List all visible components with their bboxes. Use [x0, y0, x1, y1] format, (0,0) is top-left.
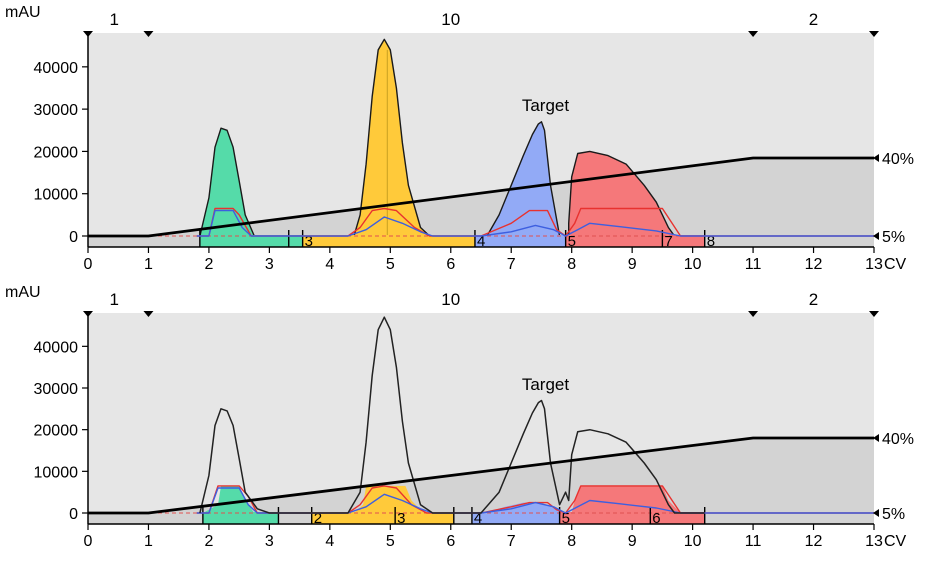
segment-label: 2 — [809, 290, 818, 309]
x-tick-label: 6 — [446, 256, 455, 273]
y-tick-label: 0 — [69, 229, 78, 246]
chart-panel-bottom: 2 3 4 5 6 5%40%1 10 20 1 2 3 4 5 6 7 8 9 10 11 12 13 CV010000… — [5, 284, 914, 550]
fraction-label: 3 — [305, 233, 313, 250]
gradient-marker — [873, 434, 879, 442]
fraction-bar-2 — [311, 512, 454, 524]
x-tick-label: 2 — [204, 256, 213, 273]
x-axis-label: CV — [884, 533, 907, 550]
segment-marker — [869, 311, 879, 317]
x-tick-label: 12 — [805, 256, 823, 273]
gradient-marker — [873, 154, 879, 162]
y-tick-label: 10000 — [34, 187, 79, 204]
fraction-bar-1 — [199, 235, 289, 247]
fraction-label: 8 — [707, 233, 715, 250]
y-tick-label: 20000 — [34, 423, 79, 440]
peak-1-area — [199, 127, 255, 237]
gradient-line — [88, 156, 874, 238]
segment-marker — [748, 31, 759, 37]
fraction-label: 2 — [314, 510, 322, 527]
x-tick-label: 6 — [446, 533, 455, 550]
segment-label: 2 — [809, 10, 818, 29]
y-axis-label: mAU — [5, 284, 41, 301]
fraction-label: 4 — [477, 233, 485, 250]
y-tick-label: 40000 — [34, 60, 79, 77]
fraction-bar-3 — [302, 235, 475, 247]
x-axis-label: CV — [884, 256, 907, 273]
gradient-line — [88, 436, 874, 515]
red-trace — [196, 207, 874, 237]
x-tick-label: 5 — [386, 533, 395, 550]
x-tick-label: 9 — [628, 533, 637, 550]
uv-trace — [199, 316, 705, 514]
peak-2-area — [353, 38, 431, 237]
y-tick-label: 10000 — [34, 464, 79, 481]
x-tick-label: 3 — [265, 533, 274, 550]
fraction-bar-4 — [559, 512, 705, 524]
x-tick-label: 10 — [684, 533, 702, 550]
gradient-area — [88, 158, 874, 247]
fraction-label: 7 — [664, 233, 672, 250]
fraction-bar-5 — [565, 235, 705, 247]
x-tick-label: 11 — [745, 256, 762, 273]
fraction-bar-1 — [202, 512, 279, 524]
segment-marker — [748, 311, 759, 317]
gradient-marker — [873, 509, 879, 517]
x-tick-label: 7 — [507, 533, 516, 550]
target-annotation: Target — [522, 375, 570, 394]
x-tick-label: 1 — [144, 533, 153, 550]
y-tick-label: 0 — [69, 506, 78, 523]
fraction-bar-4 — [474, 235, 566, 247]
gradient-marker — [873, 232, 879, 240]
x-tick-label: 3 — [265, 256, 274, 273]
segment-label: 10 — [441, 290, 460, 309]
x-tick-label: 10 — [684, 256, 702, 273]
fraction-label: 6 — [652, 510, 660, 527]
x-tick-label: 8 — [567, 533, 576, 550]
gradient-label: 40% — [882, 431, 914, 448]
segment-label: 1 — [109, 290, 118, 309]
x-tick-label: 1 — [144, 256, 153, 273]
band-2 — [354, 485, 424, 513]
y-axis-label: mAU — [5, 4, 41, 21]
fraction-label: 4 — [474, 510, 482, 527]
gradient-area — [88, 438, 874, 524]
y-tick-label: 20000 — [34, 144, 79, 161]
segment-label: 1 — [109, 10, 118, 29]
y-tick-label: 40000 — [34, 339, 79, 356]
fraction-label: 3 — [397, 510, 405, 527]
x-tick-label: 0 — [84, 256, 93, 273]
segment-label: 10 — [441, 10, 460, 29]
x-tick-label: 8 — [567, 256, 576, 273]
fraction-bar-3 — [471, 512, 560, 524]
x-tick-label: 11 — [745, 533, 762, 550]
band-4 — [571, 485, 681, 513]
y-tick-label: 30000 — [34, 381, 79, 398]
chart-panel-top: 3 4 5 7 8 5%40%1 10 20 1 2 3 4 5 6 7 8 9 10 11 12 13 CV010000… — [5, 4, 914, 273]
peak-3-area — [486, 121, 561, 237]
segment-marker — [143, 311, 154, 317]
x-tick-label: 13 — [865, 256, 883, 273]
x-tick-label: 7 — [507, 256, 516, 273]
segment-marker — [869, 31, 879, 37]
fraction-label: 5 — [562, 510, 570, 527]
x-tick-label: 13 — [865, 533, 883, 550]
x-tick-label: 4 — [325, 533, 334, 550]
x-tick-label: 0 — [84, 533, 93, 550]
x-tick-label: 12 — [805, 533, 823, 550]
segment-marker — [143, 31, 154, 37]
fraction-bar-2 — [288, 235, 303, 247]
fraction-label: 5 — [568, 233, 576, 250]
target-annotation: Target — [522, 96, 570, 115]
gradient-label: 40% — [882, 151, 914, 168]
x-tick-label: 2 — [204, 533, 213, 550]
x-tick-label: 5 — [386, 256, 395, 273]
gradient-label: 5% — [882, 229, 905, 246]
gradient-label: 5% — [882, 506, 905, 523]
y-tick-label: 30000 — [34, 102, 79, 119]
x-tick-label: 4 — [325, 256, 334, 273]
x-tick-label: 9 — [628, 256, 637, 273]
